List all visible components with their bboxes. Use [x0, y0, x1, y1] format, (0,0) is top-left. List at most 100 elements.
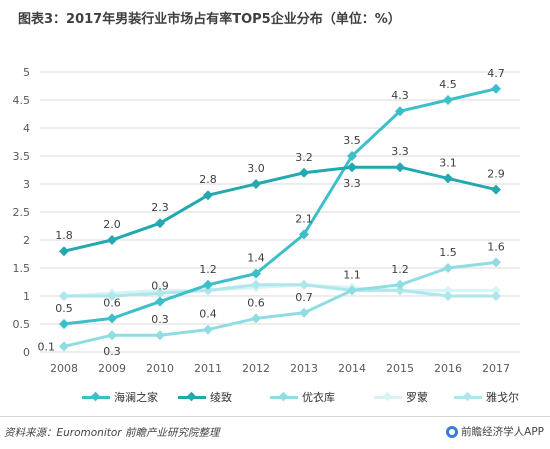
data-label: 3.1 — [439, 156, 457, 169]
data-label: 0.3 — [103, 345, 121, 358]
series-4 — [59, 279, 501, 301]
data-point — [251, 279, 261, 290]
legend-item: 绫致 — [178, 388, 232, 406]
data-point — [107, 330, 117, 341]
data-label: 0.7 — [295, 291, 313, 304]
series-3 — [59, 257, 501, 352]
legend-label: 雅戈尔 — [486, 391, 519, 404]
y-tick-label: 2 — [23, 234, 30, 247]
legend-label: 海澜之家 — [114, 391, 158, 404]
data-point — [299, 279, 309, 290]
brand-badge: 前瞻经济学人APP — [446, 424, 544, 439]
y-tick-label: 3 — [23, 178, 30, 191]
data-label: 4.7 — [487, 67, 505, 80]
y-tick-label: 3.5 — [13, 150, 31, 163]
legend-item: 罗蒙 — [374, 388, 428, 406]
data-label: 3.5 — [343, 134, 361, 147]
data-point — [251, 268, 261, 279]
source-note: 资料来源：Euromonitor 前瞻产业研究院整理 — [4, 427, 220, 439]
line-chart: 0 0.5 1 1.5 2 2.5 3 3.5 4 4.5 5 2008 2009 2010 2011 201… — [13, 66, 520, 375]
series-2 — [59, 162, 501, 257]
data-point — [251, 313, 261, 324]
data-point — [299, 307, 309, 318]
data-point — [443, 285, 453, 296]
data-point — [299, 167, 309, 178]
data-point — [347, 151, 357, 161]
y-tick-label: 4 — [23, 122, 30, 135]
data-point — [107, 313, 117, 324]
series-5 — [59, 279, 501, 301]
data-label: 2.1 — [295, 212, 313, 225]
data-point — [59, 319, 69, 329]
x-tick-label: 2010 — [146, 362, 174, 375]
legend-item: 雅戈尔 — [454, 388, 519, 406]
data-point — [443, 95, 453, 105]
data-label: 0.1 — [38, 340, 56, 353]
series-line — [64, 283, 496, 298]
legend-swatch — [374, 391, 402, 403]
data-point — [491, 285, 501, 296]
data-point — [59, 341, 69, 352]
data-label: 1.2 — [199, 263, 217, 276]
data-label: 0.6 — [247, 296, 265, 309]
y-tick-label: 4.5 — [13, 94, 31, 107]
data-point — [347, 162, 357, 173]
brand-logo-icon — [446, 425, 459, 438]
y-tick-label: 0 — [23, 346, 30, 359]
data-point — [107, 235, 117, 245]
legend-item: 优衣库 — [270, 388, 335, 406]
data-point — [59, 246, 69, 257]
chart-legend: 海澜之家 绫致 优衣库 罗蒙 雅戈尔 — [82, 388, 542, 406]
x-tick-label: 2016 — [434, 362, 462, 375]
data-point — [155, 330, 165, 341]
data-point — [251, 179, 261, 189]
data-label: 0.3 — [151, 313, 169, 326]
y-tick-label: 1.5 — [13, 262, 31, 275]
data-label: 1.2 — [391, 263, 409, 276]
x-tick-label: 2014 — [338, 362, 366, 375]
data-point — [203, 279, 213, 290]
data-point — [347, 285, 357, 296]
data-point — [203, 285, 213, 296]
data-label: 4.3 — [391, 89, 409, 102]
data-point — [107, 291, 117, 301]
data-point — [443, 173, 453, 184]
data-label: 2.3 — [151, 201, 169, 214]
data-point — [491, 291, 501, 301]
data-point — [299, 229, 309, 240]
data-label: 0.4 — [199, 308, 217, 321]
data-label: 3.2 — [295, 151, 313, 164]
series-line — [63, 87, 497, 326]
series-1 — [59, 83, 501, 329]
legend-swatch — [178, 391, 206, 403]
data-point — [203, 324, 213, 335]
data-label: 1.6 — [487, 240, 505, 253]
data-label: 1.5 — [439, 246, 457, 259]
data-point — [203, 190, 213, 201]
data-point — [491, 257, 501, 268]
data-point — [155, 288, 165, 299]
data-point — [155, 296, 165, 307]
data-point — [443, 263, 453, 273]
data-point — [491, 184, 501, 195]
data-label: 2.9 — [487, 168, 505, 181]
legend-label: 优衣库 — [302, 391, 335, 404]
data-point — [395, 279, 405, 290]
data-point — [155, 218, 165, 229]
x-tick-label: 2013 — [290, 362, 318, 375]
data-label: 0.6 — [103, 296, 121, 309]
x-tick-label: 2008 — [50, 362, 78, 375]
data-label: 0.9 — [151, 280, 169, 293]
legend-swatch — [270, 391, 298, 403]
data-label: 3.3 — [343, 177, 361, 190]
y-tick-label: 1 — [23, 290, 30, 303]
data-point — [395, 106, 405, 117]
legend-label: 绫致 — [210, 391, 232, 404]
chart-title: 图表3：2017年男装行业市场占有率TOP5企业分布（单位：%） — [18, 12, 401, 27]
x-tick-label: 2015 — [386, 362, 414, 375]
x-tick-label: 2009 — [98, 362, 126, 375]
data-label: 3.0 — [247, 162, 265, 175]
x-tick-label: 2017 — [482, 362, 510, 375]
x-tick-label: 2011 — [194, 362, 222, 375]
data-point — [395, 285, 405, 296]
